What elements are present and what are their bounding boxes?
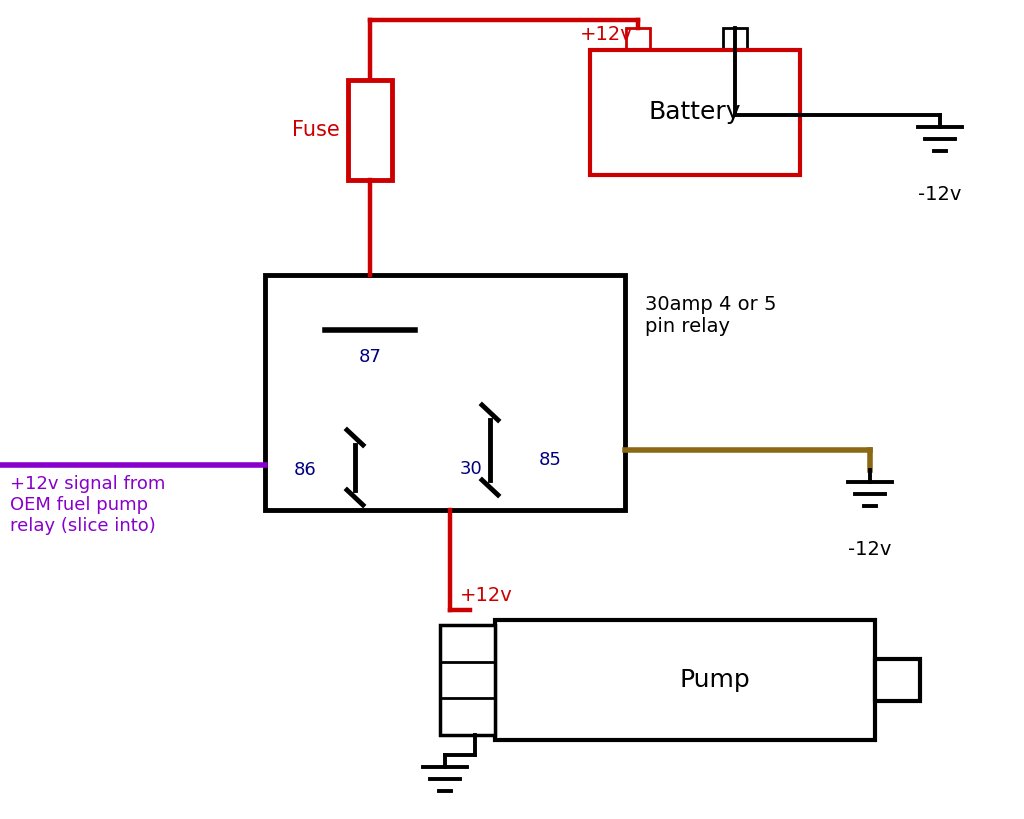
Bar xyxy=(348,80,392,180)
Text: -12v: -12v xyxy=(919,185,962,204)
Text: Fuse: Fuse xyxy=(292,120,340,140)
Bar xyxy=(874,659,920,701)
Bar xyxy=(626,28,650,50)
Text: Battery: Battery xyxy=(649,101,741,124)
Bar xyxy=(265,275,625,510)
Bar xyxy=(440,625,495,735)
Text: 30amp 4 or 5
pin relay: 30amp 4 or 5 pin relay xyxy=(645,295,776,336)
Bar xyxy=(590,50,800,175)
Text: +12v: +12v xyxy=(460,586,513,605)
Text: 87: 87 xyxy=(358,348,381,366)
Bar xyxy=(495,620,874,740)
Text: -12v: -12v xyxy=(848,540,892,559)
Text: 85: 85 xyxy=(539,451,561,469)
Text: 86: 86 xyxy=(294,461,316,479)
Text: 30: 30 xyxy=(460,460,482,478)
Bar xyxy=(723,28,746,50)
Text: Pump: Pump xyxy=(680,668,751,692)
Text: +12v signal from
OEM fuel pump
relay (slice into): +12v signal from OEM fuel pump relay (sl… xyxy=(10,475,165,535)
Text: +12v: +12v xyxy=(580,25,633,44)
